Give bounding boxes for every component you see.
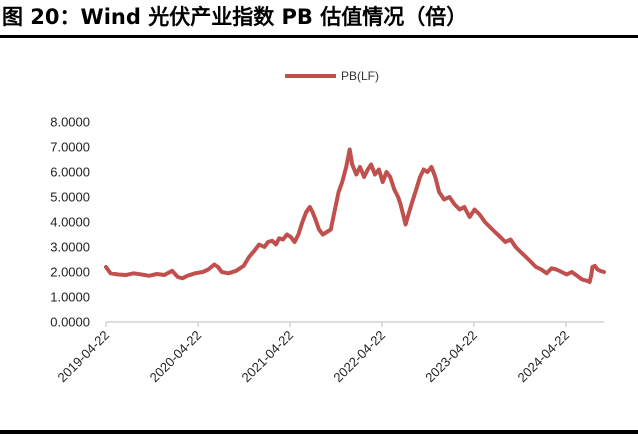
y-tick-label: 5.0000 [50, 190, 90, 205]
y-tick-label: 3.0000 [50, 240, 90, 255]
x-axis: 2019-04-22 2020-04-22 2021-04-22 2022-04-22… [54, 321, 604, 386]
y-tick-label: 8.0000 [50, 115, 90, 130]
y-axis: 0.0000 1.0000 2.0000 3.0000 4.0000 5.0000 6.00… [50, 115, 90, 330]
y-tick-label: 7.0000 [50, 140, 90, 155]
y-tick-label: 2.0000 [50, 265, 90, 280]
bottom-divider [0, 430, 638, 434]
page-title: 图 20：Wind 光伏产业指数 PB 估值情况（倍） [2, 5, 468, 29]
y-tick-label: 1.0000 [50, 290, 90, 305]
legend: PB(LF) [285, 69, 379, 83]
y-tick-label: 0.0000 [50, 315, 90, 330]
x-tick-label: 2022-04-22 [330, 328, 388, 386]
x-tick-label: 2020-04-22 [147, 328, 205, 386]
x-tick-label: 2023-04-22 [422, 328, 480, 386]
y-tick-label: 4.0000 [50, 215, 90, 230]
legend-label-pb: PB(LF) [341, 69, 379, 83]
x-tick-label: 2021-04-22 [239, 328, 297, 386]
x-tick-label: 2019-04-22 [54, 328, 112, 386]
series-line-pb [104, 147, 606, 284]
title-divider [0, 35, 638, 38]
x-tick-label: 2024-04-22 [514, 328, 572, 386]
y-tick-label: 6.0000 [50, 165, 90, 180]
plot-area [104, 147, 606, 284]
